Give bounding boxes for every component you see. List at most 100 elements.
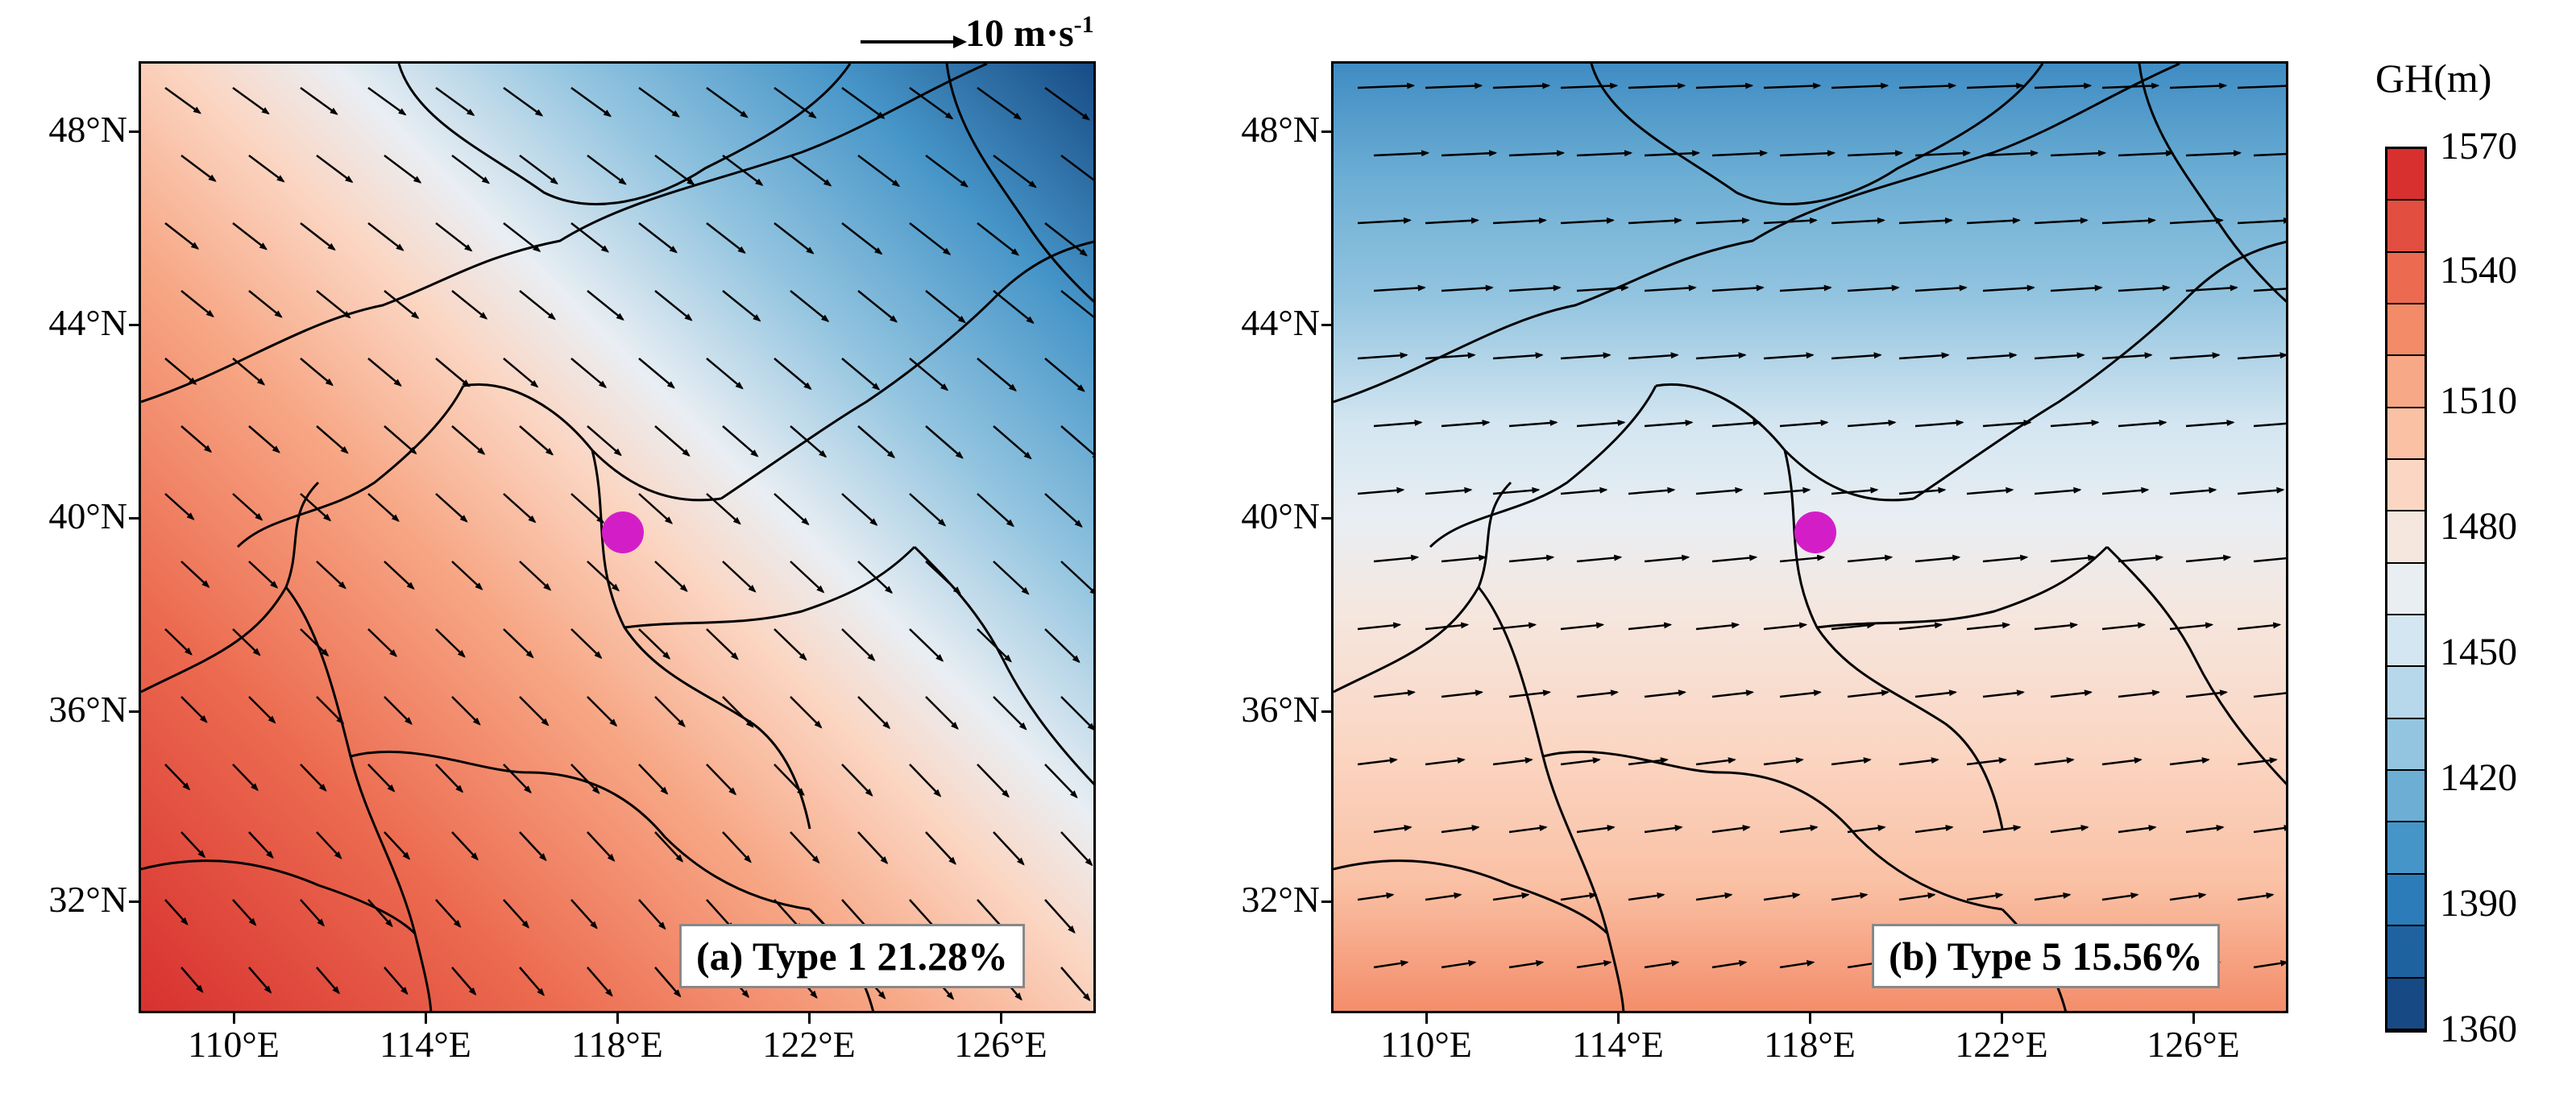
lat-tickmark <box>1321 130 1333 133</box>
lat-tickmark <box>129 517 140 520</box>
wind-arrow <box>1357 622 1402 631</box>
wind-arrow <box>519 967 545 996</box>
colorbar-segment <box>2387 874 2425 927</box>
wind-arrow <box>1966 82 2025 89</box>
wind-arrow <box>587 425 622 457</box>
wind-arrow <box>2050 150 2107 157</box>
lon-tick-b-110: 110°E <box>1380 1024 1472 1065</box>
wind-arrow <box>503 493 537 524</box>
wind-arrow <box>1425 892 1462 901</box>
wind-arrow <box>232 358 266 386</box>
wind-arrow <box>722 155 764 186</box>
lat-tick-a-44: 44°N <box>48 302 127 343</box>
wind-arrow <box>1628 82 1686 89</box>
wind-arrow <box>1763 82 1822 89</box>
wind-arrow <box>2034 892 2072 901</box>
wind-arrow <box>1914 420 1964 428</box>
wind-arrow <box>435 899 462 929</box>
wind-arrow <box>722 290 761 322</box>
wind-arrow <box>654 561 688 593</box>
wind-arrow <box>1576 825 1616 834</box>
wind-arrow <box>993 831 1025 866</box>
wind-arrow <box>1425 486 1473 495</box>
wind-arrow <box>2101 622 2147 631</box>
wind-arrow <box>2034 352 2085 360</box>
wind-arrow <box>503 222 541 253</box>
wind-arrow <box>180 967 204 993</box>
wind-arrow <box>451 425 486 455</box>
wind-arrow <box>857 290 898 323</box>
lat-tick-a-40: 40°N <box>48 495 127 536</box>
wind-arrow <box>790 425 828 458</box>
wind-arrow <box>1508 150 1566 157</box>
wind-arrow <box>1628 892 1665 901</box>
wind-arrow <box>993 290 1035 324</box>
wind-arrow <box>1441 420 1491 428</box>
wind-arrow <box>2185 554 2232 563</box>
wind-arrow <box>316 696 345 725</box>
wind-arrow <box>857 831 889 865</box>
wind-arrow <box>1576 150 1633 157</box>
wind-arrow <box>451 967 477 996</box>
wind-arrow <box>570 628 603 660</box>
wind-arrow <box>1576 284 1629 292</box>
wind-arrow <box>638 493 674 524</box>
wind-arrow <box>367 493 400 523</box>
wind-arrow <box>857 561 894 594</box>
wind-arrow <box>519 155 558 184</box>
wind-arrow <box>654 696 686 727</box>
wind-arrow <box>1060 290 1093 318</box>
wind-arrow <box>570 493 605 524</box>
wind-arrow <box>384 425 417 455</box>
wind-arrow <box>1441 284 1494 292</box>
wind-arrow <box>1914 689 1958 698</box>
wind-arrow <box>1492 217 1547 225</box>
wind-arrow <box>2253 825 2286 834</box>
wind-arrow <box>232 764 259 792</box>
wind-arrow <box>164 628 193 656</box>
wind-arrow <box>2101 757 2143 766</box>
wind-arrow <box>2034 622 2079 631</box>
wind-arrow <box>1441 959 1477 969</box>
wind-arrow <box>841 764 873 797</box>
lat-tick-a-36: 36°N <box>48 689 127 730</box>
wind-arrow <box>706 358 744 390</box>
wind-arrow <box>774 222 815 255</box>
wind-arrow <box>2118 825 2157 834</box>
wind-arrow <box>638 86 680 118</box>
wind-arrow <box>1898 352 1950 360</box>
wind-arrow <box>2253 692 2286 698</box>
lat-tickmark <box>129 710 140 713</box>
colorbar-tick-1450: 1450 <box>2440 631 2517 673</box>
wind-arrow <box>1492 757 1533 766</box>
lat-tickmark <box>129 324 140 326</box>
wind-arrow <box>248 561 279 589</box>
wind-arrow <box>774 86 817 119</box>
wind-arrow <box>300 493 332 522</box>
wind-arrow <box>435 493 468 523</box>
wind-arrow <box>2050 825 2089 834</box>
wind-arrow <box>1060 561 1093 596</box>
wind-arrow <box>435 86 475 116</box>
wind-arrow <box>367 86 407 116</box>
wind-arrow <box>1441 825 1480 834</box>
wind-arrow <box>909 86 954 120</box>
colorbar-segment <box>2387 718 2425 772</box>
wind-arrow <box>2050 284 2103 292</box>
wind-arrow <box>1831 82 1889 89</box>
wind-arrow <box>909 358 949 391</box>
map-a-svg <box>141 64 1093 1011</box>
lon-tickmark <box>1617 1012 1620 1024</box>
wind-arrow <box>925 290 966 324</box>
wind-arrow <box>1560 217 1615 225</box>
wind-arrow <box>367 899 393 928</box>
wind-arrow <box>1060 831 1093 867</box>
wind-arrow <box>2169 217 2224 225</box>
wind-arrow <box>857 155 901 188</box>
wind-arrow <box>1373 420 1423 428</box>
wind-arrow <box>232 86 270 115</box>
wind-arrow <box>248 155 285 183</box>
wind-arrow <box>435 222 473 252</box>
wind-arrow <box>1644 689 1687 698</box>
wind-arrow <box>2237 622 2282 631</box>
